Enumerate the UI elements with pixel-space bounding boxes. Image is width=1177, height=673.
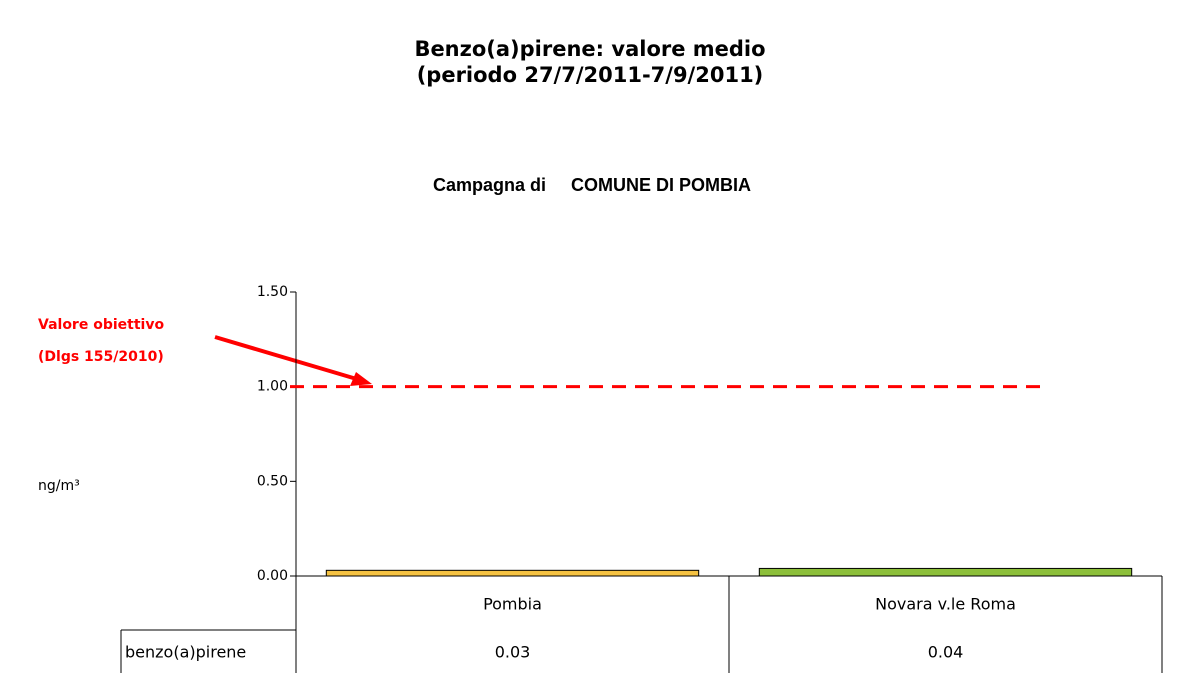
y-tick-label: 0.00: [257, 568, 288, 584]
y-tick-label: 1.50: [257, 284, 288, 300]
bar: [325, 569, 700, 577]
y-tick-label: 1.00: [257, 379, 288, 395]
chart-title: Benzo(a)pirene: valore medio: [414, 37, 765, 61]
legend-entry: benzo(a)pirene: [125, 643, 246, 662]
annotation-arrow: [214, 335, 361, 382]
chart-subtitle: Campagna di COMUNE DI POMBIA: [433, 175, 751, 195]
bar: [758, 567, 1133, 577]
annotation: Valore obiettivo: [38, 317, 164, 333]
table-value: 0.04: [928, 643, 964, 662]
y-tick-label: 0.50: [257, 473, 288, 489]
x-tick-label: Pombia: [483, 595, 542, 614]
annotation: (Dlgs 155/2010): [38, 349, 164, 365]
chart-title: (periodo 27/7/2011-7/9/2011): [417, 63, 764, 87]
table-value: 0.03: [495, 643, 531, 662]
x-tick-label: Novara v.le Roma: [875, 595, 1016, 614]
y-axis-label: ng/m³: [38, 478, 80, 494]
annotation-arrowhead: [350, 372, 372, 386]
